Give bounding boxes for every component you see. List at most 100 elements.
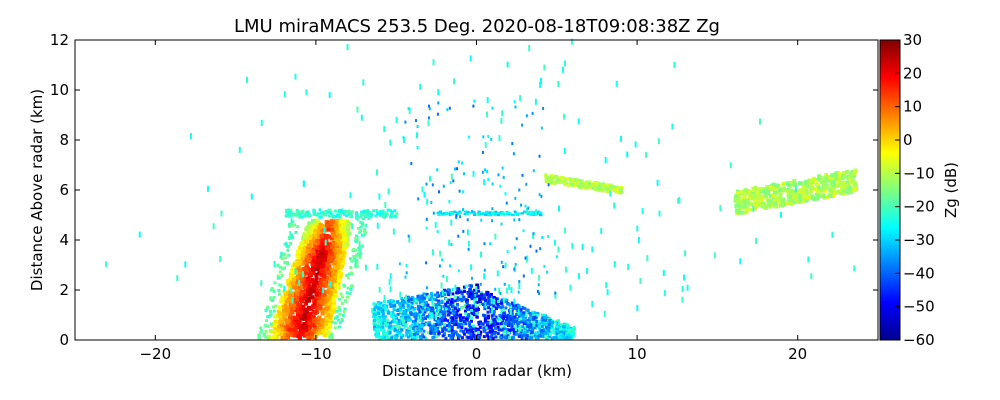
reflectivity-cell [529, 325, 533, 329]
reflectivity-cell [489, 320, 493, 324]
reflectivity-cell [311, 335, 315, 339]
reflectivity-cell [306, 258, 311, 262]
reflectivity-cell [359, 229, 363, 233]
reflectivity-cell [760, 197, 765, 202]
reflectivity-cell [342, 310, 346, 314]
reflectivity-cell [309, 331, 314, 336]
reflectivity-cell [554, 292, 557, 299]
reflectivity-cell [470, 329, 474, 332]
reflectivity-cell [471, 210, 474, 213]
reflectivity-cell [269, 322, 273, 326]
reflectivity-cell [515, 212, 519, 215]
reflectivity-cell [487, 299, 491, 303]
reflectivity-cell [836, 171, 841, 176]
reflectivity-cell [493, 298, 496, 305]
reflectivity-cell [467, 135, 470, 139]
reflectivity-cell [317, 316, 322, 321]
reflectivity-cell [543, 315, 547, 319]
reflectivity-cell [450, 334, 454, 338]
reflectivity-cell [439, 305, 443, 309]
reflectivity-cell [307, 335, 312, 340]
colorbar-tick-label: 30 [903, 31, 922, 49]
reflectivity-cell [569, 284, 572, 291]
reflectivity-cell [338, 321, 342, 325]
reflectivity-cell [311, 317, 316, 322]
reflectivity-cell [525, 334, 529, 338]
reflectivity-cell [325, 267, 330, 272]
reflectivity-cell [603, 310, 606, 317]
reflectivity-cell [394, 334, 398, 338]
reflectivity-cell [279, 284, 283, 288]
reflectivity-cell [318, 326, 323, 331]
reflectivity-cell [486, 310, 490, 314]
reflectivity-cell [421, 307, 425, 311]
reflectivity-cell [503, 282, 506, 286]
reflectivity-cell [477, 212, 480, 215]
reflectivity-cell [446, 291, 450, 295]
reflectivity-cell [306, 306, 311, 311]
reflectivity-cell [283, 303, 288, 308]
reflectivity-cell [284, 290, 289, 295]
reflectivity-cell [371, 307, 374, 314]
reflectivity-cell [329, 275, 334, 279]
reflectivity-cell [280, 257, 284, 261]
reflectivity-cell [360, 244, 364, 248]
reflectivity-cell [288, 236, 292, 240]
reflectivity-cell [570, 38, 573, 45]
reflectivity-cell [841, 183, 846, 188]
reflectivity-cell [512, 152, 515, 156]
reflectivity-cell [531, 111, 534, 115]
reflectivity-cell [334, 209, 337, 213]
reflectivity-cell [529, 323, 533, 327]
reflectivity-cell [736, 193, 741, 198]
reflectivity-cell [509, 308, 512, 315]
reflectivity-cell [276, 276, 280, 280]
reflectivity-cell [309, 249, 314, 254]
reflectivity-cell [834, 172, 839, 177]
reflectivity-cell [534, 98, 537, 105]
reflectivity-cell [308, 271, 313, 276]
reflectivity-cell [506, 61, 509, 68]
reflectivity-cell [333, 267, 338, 272]
reflectivity-cell [447, 322, 451, 325]
reflectivity-cell [442, 184, 445, 188]
reflectivity-cell [491, 307, 493, 314]
reflectivity-cell [517, 309, 520, 316]
reflectivity-cell [322, 333, 327, 338]
reflectivity-cell [289, 272, 294, 277]
reflectivity-cell [547, 183, 550, 187]
reflectivity-cell [849, 174, 854, 179]
reflectivity-cell [570, 331, 574, 334]
reflectivity-cell [473, 330, 477, 334]
reflectivity-cell [317, 226, 322, 231]
reflectivity-cell [429, 331, 433, 335]
reflectivity-cell [464, 322, 468, 326]
reflectivity-cell [412, 313, 416, 317]
reflectivity-cell [293, 315, 297, 320]
reflectivity-cell [514, 105, 517, 109]
reflectivity-cell [683, 274, 685, 281]
reflectivity-cell [260, 280, 263, 287]
reflectivity-cell [407, 298, 411, 302]
reflectivity-cell [479, 330, 483, 334]
reflectivity-cell [460, 306, 464, 310]
reflectivity-cell [376, 169, 378, 176]
reflectivity-cell [598, 182, 602, 186]
reflectivity-cell [474, 300, 478, 304]
reflectivity-cell [432, 211, 435, 215]
reflectivity-cell [397, 322, 401, 325]
reflectivity-cell [831, 187, 836, 192]
reflectivity-cell [462, 318, 466, 322]
reflectivity-cell [333, 316, 337, 320]
reflectivity-cell [443, 290, 447, 294]
reflectivity-cell [532, 312, 536, 316]
reflectivity-cell [259, 326, 263, 330]
reflectivity-cell [435, 335, 439, 339]
reflectivity-cell [498, 314, 502, 317]
reflectivity-cell [739, 190, 744, 195]
reflectivity-cell [327, 286, 332, 291]
reflectivity-cell [422, 329, 426, 333]
reflectivity-cell [459, 295, 463, 299]
reflectivity-cell [304, 307, 308, 312]
